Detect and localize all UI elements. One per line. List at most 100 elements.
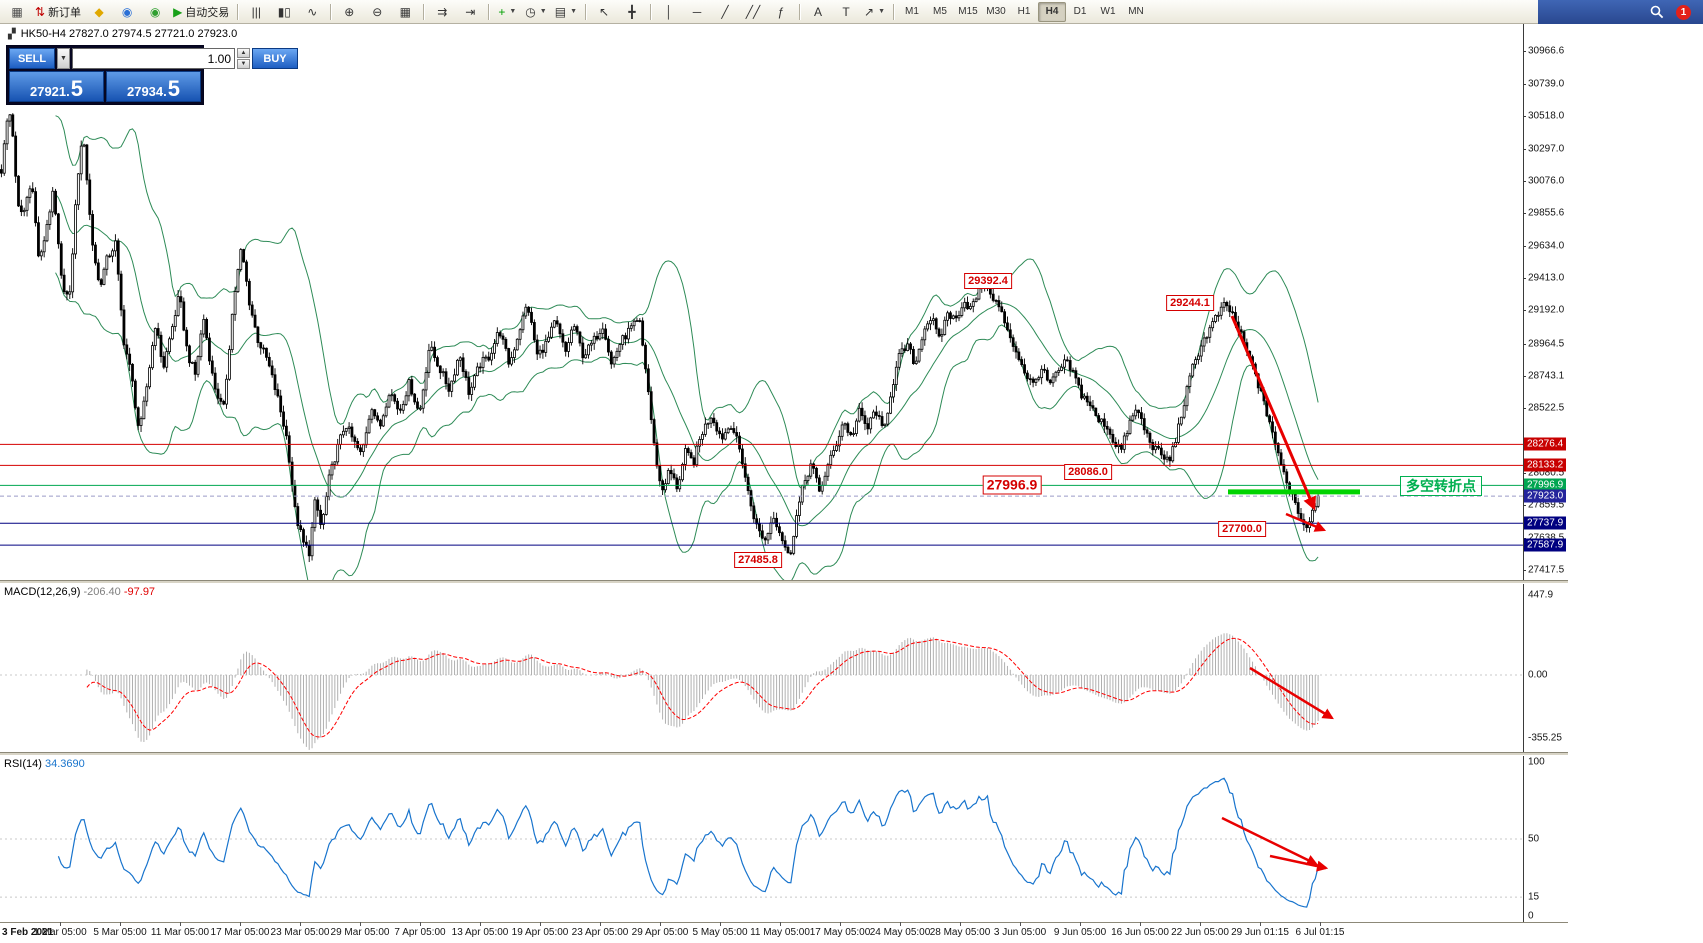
line-mode-icon[interactable]: ∿: [298, 1, 326, 23]
volume-dropdown-icon[interactable]: ▼: [57, 48, 70, 69]
community-icon[interactable]: ◉: [141, 1, 169, 23]
vertical-line-icon[interactable]: │: [655, 1, 683, 23]
price-callout[interactable]: 28086.0: [1064, 464, 1112, 481]
price-axis-label: 28080.5: [1528, 467, 1565, 479]
axis-tick: [1523, 570, 1526, 572]
time-tick: [780, 922, 781, 926]
trendline-icon: ╱: [721, 4, 729, 19]
timeframe-h4[interactable]: H4: [1038, 1, 1066, 22]
pane-separator[interactable]: [0, 752, 1568, 756]
bars-mode-icon: |||: [251, 4, 261, 19]
tile-windows-icon[interactable]: ▦: [391, 1, 419, 23]
candles-mode-icon[interactable]: ▮▯: [270, 1, 298, 23]
price-callout[interactable]: 27485.8: [734, 552, 782, 569]
text-label-icon: T: [842, 4, 850, 19]
axis-tick: [1523, 148, 1526, 150]
fibonacci-icon: ƒ: [777, 4, 785, 19]
autotrading-button[interactable]: ▶ 自动交易: [169, 1, 233, 23]
price-axis-badge: 28133.2: [1524, 458, 1567, 472]
timeframe-d1[interactable]: D1: [1073, 6, 1087, 17]
pane-separator[interactable]: [0, 580, 1568, 584]
fibonacci-icon[interactable]: ƒ: [767, 1, 795, 23]
sell-button[interactable]: SELL: [9, 48, 55, 69]
price-axis-label: 29413.0: [1528, 272, 1565, 284]
search-icon[interactable]: [1650, 5, 1664, 19]
one-click-trading-panel: SELL ▼ ▲ ▼ BUY 27921.5 27934.5: [6, 45, 298, 105]
indicators-button[interactable]: + ▼: [493, 1, 521, 23]
periods-button[interactable]: ◷ ▼: [521, 1, 550, 23]
time-axis-label: 17 Mar 05:00: [210, 927, 270, 938]
timeframe-w1[interactable]: W1: [1100, 6, 1116, 17]
new-order-button[interactable]: ⇅ 新订单: [31, 1, 85, 23]
time-axis-label: 29 Jun 01:15: [1231, 927, 1289, 938]
price-callout[interactable]: 29244.1: [1166, 294, 1214, 311]
timeframe-m1[interactable]: M1: [905, 6, 919, 17]
metaeditor-icon[interactable]: ◆: [85, 1, 113, 23]
time-tick: [1260, 922, 1261, 926]
toolbar-separator: [893, 3, 894, 20]
turning-point-label[interactable]: 多空转折点: [1400, 476, 1482, 497]
timeframe-h1[interactable]: H1: [1017, 6, 1031, 17]
axis-tick: [1523, 505, 1526, 507]
time-tick: [1200, 922, 1201, 926]
zoom-in-icon[interactable]: ⊕: [335, 1, 363, 23]
time-axis-label: 5 Mar 05:00: [93, 927, 147, 938]
text-label-icon[interactable]: T: [832, 1, 860, 23]
trendline-icon[interactable]: ╱: [711, 1, 739, 23]
timeframe-m30[interactable]: M30: [986, 6, 1006, 17]
timeframe-mn[interactable]: MN: [1128, 6, 1144, 17]
community-icon: ◉: [149, 4, 161, 19]
toolbar: ▦ ⇅ 新订单 ◆ ◉ ◉ ▶ 自动交易 ||| ▮▯ ∿ ⊕ ⊖ ▦ ⇉ ⇥ + ▼ ◷ ▼ ▤ ▼ ↖ ╋ │ ─ ╱ ╱╱ ƒ A T…: [0, 0, 1703, 24]
toolbar-separator: [585, 3, 586, 20]
arrows-button[interactable]: ↗ ▼: [860, 1, 889, 23]
price-axis-label: 29192.0: [1528, 304, 1565, 316]
rsi-axis-label: 15: [1528, 891, 1540, 903]
time-axis[interactable]: [0, 922, 1703, 943]
horizontal-line-icon: ─: [692, 4, 702, 19]
price-axis-badge: 27587.9: [1524, 538, 1567, 552]
price-axis-label: 28522.5: [1528, 402, 1565, 414]
volume-down-icon[interactable]: ▼: [237, 59, 250, 69]
text-icon[interactable]: A: [804, 1, 832, 23]
buy-price[interactable]: 27934. 5: [106, 71, 201, 102]
sell-price[interactable]: 27921. 5: [9, 71, 104, 102]
axis-tick: [1523, 310, 1526, 312]
market-icon[interactable]: ◉: [113, 1, 141, 23]
time-axis-label: 5 May 05:00: [692, 927, 748, 938]
price-callout[interactable]: 29392.4: [964, 273, 1012, 290]
new-chart-icon[interactable]: ▦: [3, 1, 31, 23]
templates-button[interactable]: ▤ ▼: [551, 1, 581, 23]
workspace-background: [1568, 24, 1703, 943]
auto-scroll-icon[interactable]: ⇉: [428, 1, 456, 23]
notification-badge[interactable]: 1: [1676, 4, 1691, 20]
crosshair-icon[interactable]: ╋: [618, 1, 646, 23]
timeframe-m15[interactable]: M15: [958, 6, 978, 17]
time-axis-label: 17 May 05:00: [809, 927, 871, 938]
toolbar-separator: [330, 3, 332, 20]
time-axis-label: 7 Apr 05:00: [394, 927, 446, 938]
chart-shift-icon[interactable]: ⇥: [456, 1, 484, 23]
horizontal-line-icon[interactable]: ─: [683, 1, 711, 23]
cursor-icon[interactable]: ↖: [590, 1, 618, 23]
channel-icon[interactable]: ╱╱: [739, 1, 767, 23]
price-callout[interactable]: 27996.9: [982, 475, 1042, 495]
time-tick: [1020, 922, 1021, 926]
zoom-out-icon[interactable]: ⊖: [363, 1, 391, 23]
volume-input[interactable]: [72, 48, 235, 69]
time-axis-label: 6 Jul 01:15: [1295, 927, 1345, 938]
volume-up-icon[interactable]: ▲: [237, 48, 250, 58]
bars-mode-icon[interactable]: |||: [242, 1, 270, 23]
axis-tick: [1523, 245, 1526, 247]
rsi-pane[interactable]: [0, 756, 1523, 922]
macd-pane[interactable]: [0, 584, 1523, 752]
main-chart-pane[interactable]: [0, 24, 1523, 580]
buy-button[interactable]: BUY: [252, 48, 298, 69]
price-axis-label: 27638.5: [1528, 532, 1564, 543]
indicators-button: +: [498, 4, 506, 19]
price-axis[interactable]: [1523, 24, 1568, 922]
price-callout[interactable]: 27700.0: [1218, 520, 1266, 537]
volume-stepper[interactable]: ▲ ▼: [237, 48, 250, 69]
crosshair-icon: ╋: [628, 4, 636, 19]
timeframe-m5[interactable]: M5: [933, 6, 947, 17]
chart-title: ▞ HK50-H4 27827.0 27974.5 27721.0 27923.…: [8, 28, 237, 40]
